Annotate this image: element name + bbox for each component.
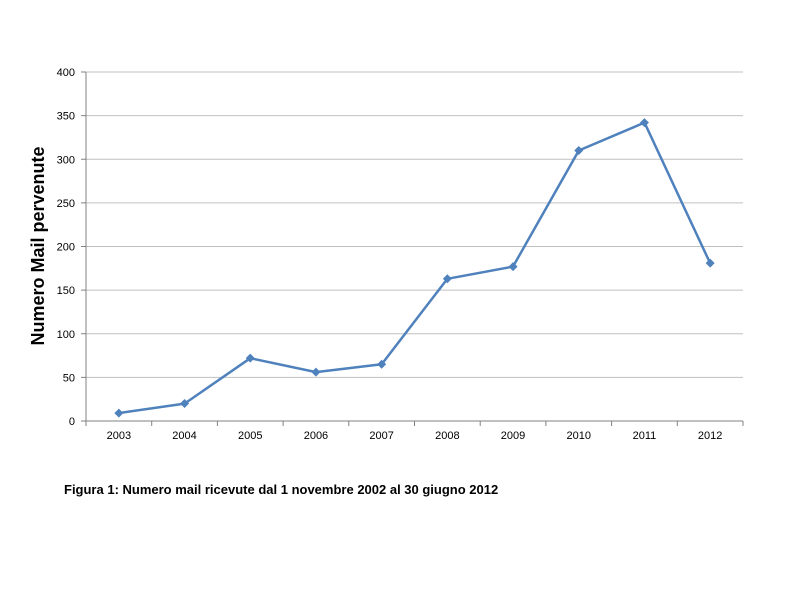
x-tick-label: 2010 (567, 430, 591, 442)
x-tick-label: 2003 (107, 430, 131, 442)
x-tick-label: 2007 (369, 430, 393, 442)
data-point (377, 359, 387, 369)
data-point (508, 262, 518, 272)
data-point (705, 258, 715, 268)
x-tick-label: 2012 (698, 430, 722, 442)
series-line (118, 121, 712, 415)
data-point-markers (114, 118, 715, 418)
y-tick-label: 400 (57, 67, 75, 79)
x-axis-tick-labels: 2003 2004 2005 2006 2007 2008 2009 2010 2011 2012 (107, 430, 723, 442)
data-point (311, 367, 321, 377)
data-point (114, 408, 124, 418)
x-tick-label: 2009 (501, 430, 525, 442)
y-tick-label: 50 (63, 372, 75, 384)
gridlines (86, 71, 743, 378)
y-tick-label: 0 (69, 416, 75, 428)
y-axis-label: Numero Mail pervenute (28, 146, 48, 345)
x-tick-label: 2006 (304, 430, 328, 442)
y-tick-label: 300 (57, 154, 75, 166)
x-tick-label: 2011 (633, 430, 657, 442)
data-point (574, 146, 584, 156)
y-tick-label: 100 (57, 329, 75, 341)
y-tick-label: 350 (57, 111, 75, 123)
figure-caption: Figura 1: Numero mail ricevute dal 1 nov… (64, 482, 499, 497)
data-point (245, 353, 255, 363)
y-tick-label: 200 (57, 242, 75, 254)
x-tick-label: 2008 (435, 430, 459, 442)
x-tick-label: 2004 (172, 430, 196, 442)
data-point (180, 399, 190, 409)
y-axis-tick-labels: 0 50 100 150 200 250 300 350 400 (57, 67, 75, 428)
data-point (442, 274, 452, 284)
axes (81, 71, 744, 426)
x-tick-label: 2005 (238, 430, 262, 442)
data-point (639, 118, 649, 128)
y-tick-label: 150 (57, 285, 75, 297)
y-tick-label: 250 (57, 198, 75, 210)
